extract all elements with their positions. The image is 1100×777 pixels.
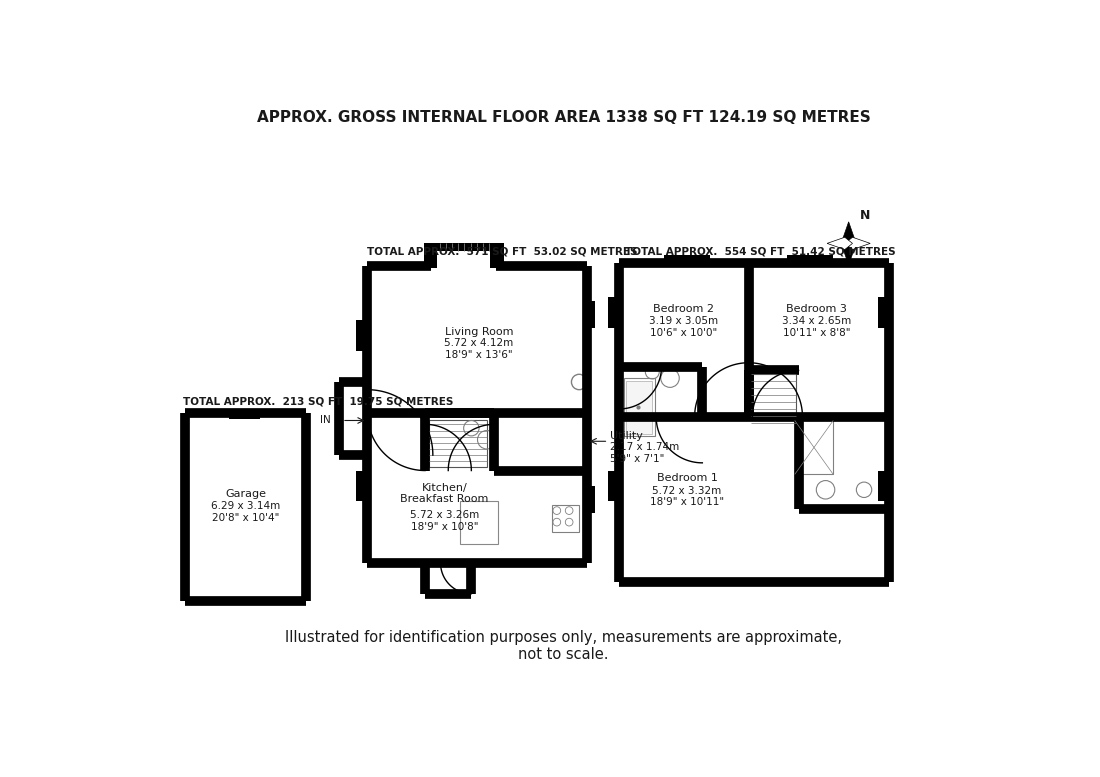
Bar <box>552 505 580 532</box>
Bar <box>878 298 890 328</box>
Text: Utility: Utility <box>609 431 642 441</box>
Bar <box>878 471 890 501</box>
Bar <box>583 301 594 328</box>
Text: 5.72 x 4.12m: 5.72 x 4.12m <box>444 339 514 349</box>
Bar <box>229 411 260 419</box>
Bar <box>794 420 834 475</box>
Bar <box>583 486 594 513</box>
Bar <box>356 471 367 501</box>
Bar <box>356 320 367 351</box>
Bar <box>424 243 438 268</box>
Bar <box>751 374 796 416</box>
Text: APPROX. GROSS INTERNAL FLOOR AREA 1338 SQ FT 124.19 SQ METRES: APPROX. GROSS INTERNAL FLOOR AREA 1338 S… <box>257 110 870 125</box>
Text: 2.17 x 1.74m: 2.17 x 1.74m <box>609 442 679 452</box>
Text: Bedroom 3: Bedroom 3 <box>785 304 847 314</box>
Text: 20'8" x 10'4": 20'8" x 10'4" <box>212 513 279 522</box>
Text: TOTAL APPROX.  554 SQ FT  51.42 SQ METRES: TOTAL APPROX. 554 SQ FT 51.42 SQ METRES <box>625 246 896 256</box>
Bar <box>788 255 834 266</box>
Text: N: N <box>860 209 870 222</box>
Text: Illustrated for identification purposes only, measurements are approximate,
not : Illustrated for identification purposes … <box>285 630 843 662</box>
Text: Bedroom 2: Bedroom 2 <box>653 304 714 314</box>
Text: Bedroom 1: Bedroom 1 <box>657 473 717 483</box>
Text: 5.72 x 3.26m: 5.72 x 3.26m <box>410 510 478 520</box>
Text: 18'9" x 13'6": 18'9" x 13'6" <box>446 350 513 360</box>
Text: 10'11" x 8'8": 10'11" x 8'8" <box>782 328 850 338</box>
Bar <box>608 471 620 501</box>
Text: 18'9" x 10'8": 18'9" x 10'8" <box>410 521 478 531</box>
Bar <box>460 501 498 544</box>
Text: TOTAL APPROX.  213 SQ FT  19.75 SQ METRES: TOTAL APPROX. 213 SQ FT 19.75 SQ METRES <box>183 396 453 406</box>
Text: Kitchen/
Breakfast Room: Kitchen/ Breakfast Room <box>400 483 488 504</box>
Bar <box>608 298 620 328</box>
Text: Garage: Garage <box>226 489 266 499</box>
Polygon shape <box>827 237 853 249</box>
Bar <box>490 243 504 268</box>
Text: 3.19 x 3.05m: 3.19 x 3.05m <box>649 316 718 326</box>
Polygon shape <box>845 237 870 249</box>
Text: Living Room: Living Room <box>444 327 514 337</box>
Text: 10'6" x 10'0": 10'6" x 10'0" <box>650 328 717 338</box>
Bar <box>624 378 654 436</box>
Text: IN: IN <box>320 416 331 426</box>
Text: 18'9" x 10'11": 18'9" x 10'11" <box>650 497 724 507</box>
Bar <box>438 243 490 251</box>
Bar <box>626 382 651 434</box>
Polygon shape <box>843 221 855 247</box>
Text: 5'9" x 7'1": 5'9" x 7'1" <box>609 454 664 464</box>
Bar <box>664 255 711 266</box>
Text: TOTAL APPROX.  571 SQ FT  53.02 SQ METRES: TOTAL APPROX. 571 SQ FT 53.02 SQ METRES <box>367 246 638 256</box>
Polygon shape <box>843 239 855 265</box>
Bar <box>429 420 486 467</box>
Text: 5.72 x 3.32m: 5.72 x 3.32m <box>652 486 722 496</box>
Text: 3.34 x 2.65m: 3.34 x 2.65m <box>782 316 851 326</box>
Text: 6.29 x 3.14m: 6.29 x 3.14m <box>211 501 280 511</box>
